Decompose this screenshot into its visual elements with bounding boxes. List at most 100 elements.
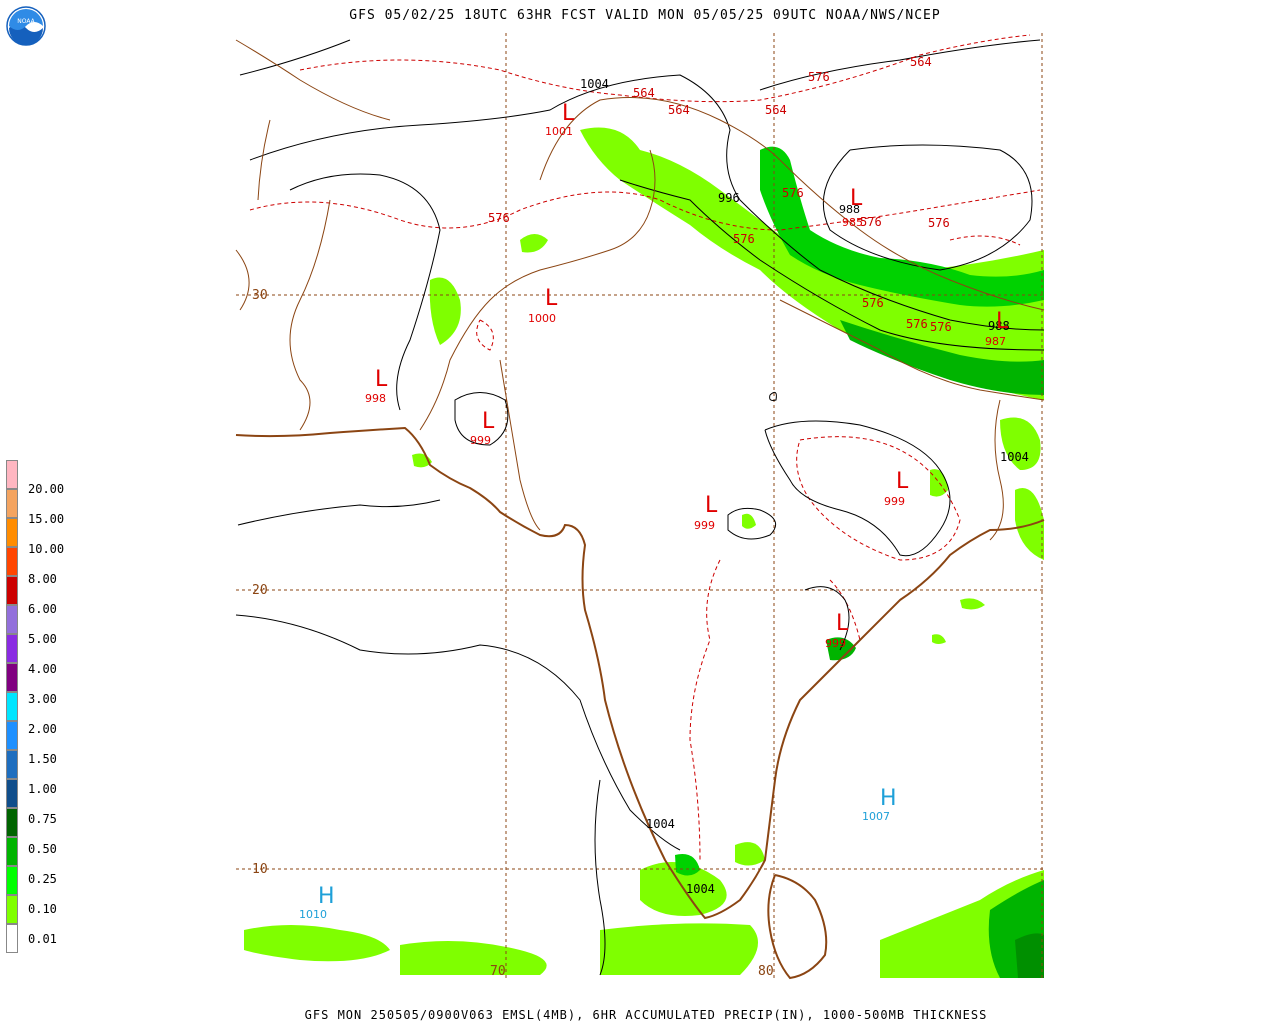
legend-label: 4.00 [28, 662, 57, 676]
svg-text:L: L [705, 493, 718, 518]
isobar-label: 1004 [1000, 450, 1029, 464]
isobar-label: 1004 [580, 77, 609, 91]
legend-swatch [6, 779, 18, 808]
svg-text:L: L [836, 611, 849, 636]
lat-label-10: 10 [252, 862, 268, 877]
legend-swatch [6, 605, 18, 634]
svg-text:999: 999 [884, 495, 905, 508]
legend-swatch [6, 663, 18, 692]
noaa-logo-icon: NOAA [6, 6, 46, 46]
low-center: L 999 [884, 469, 909, 508]
svg-text:L: L [850, 186, 863, 211]
svg-text:L: L [896, 469, 909, 494]
thickness-label: 576 [488, 211, 510, 225]
low-center: L 988 985 [839, 186, 863, 229]
legend-label: 1.50 [28, 752, 57, 766]
thickness-label: 564 [765, 103, 787, 117]
legend-label: 8.00 [28, 572, 57, 586]
legend-swatch [6, 866, 18, 895]
legend-label: 6.00 [28, 602, 57, 616]
legend-swatch [6, 460, 18, 489]
thickness-label: 576 [906, 317, 928, 331]
legend-label: 20.00 [28, 482, 65, 496]
svg-text:985: 985 [842, 216, 863, 229]
noaa-logo-text: NOAA [17, 18, 35, 25]
thickness-label: 576 [733, 232, 755, 246]
precip-legend: 20.00 15.00 10.00 8.00 6.00 5.00 4.00 3.00 2.00 1… [6, 460, 64, 953]
legend-swatch [6, 634, 18, 663]
legend-label: 15.00 [28, 512, 65, 526]
lat-lon-grid [236, 33, 1044, 978]
lat-label-30: 30 [252, 288, 268, 303]
map-footer: GFS MON 250505/0900V063 EMSL(4MB), 6HR A… [304, 1008, 988, 1022]
low-center: L 1000 [528, 286, 558, 325]
low-center: L 999 [825, 611, 849, 650]
low-center: L 998 [365, 367, 388, 405]
low-center: L 1001 [545, 101, 575, 138]
legend-swatch [6, 924, 18, 953]
lon-label-70: 70 [490, 964, 506, 979]
legend-label: 10.00 [28, 542, 65, 556]
svg-text:L: L [375, 367, 388, 392]
low-center: L 987 [985, 309, 1009, 348]
legend-swatch [6, 808, 18, 837]
svg-text:988: 988 [839, 203, 860, 216]
thickness-label: 576 [782, 186, 804, 200]
map-title: GFS 05/02/25 18UTC 63HR FCST VALID MON 0… [349, 8, 941, 23]
high-center: H 1007 [862, 786, 897, 823]
svg-text:H: H [880, 786, 897, 811]
legend-swatch [6, 692, 18, 721]
thickness-label: 576 [862, 296, 884, 310]
svg-text:L: L [545, 286, 558, 311]
thickness-label: 564 [633, 86, 655, 100]
svg-text:1007: 1007 [862, 810, 890, 823]
svg-text:1000: 1000 [528, 312, 556, 325]
thickness-label: 564 [668, 103, 690, 117]
svg-text:998: 998 [365, 392, 386, 405]
thickness-label: 576 [860, 215, 882, 229]
svg-text:999: 999 [825, 637, 846, 650]
thickness-label: 564 [910, 55, 932, 69]
svg-text:1001: 1001 [545, 125, 573, 138]
legend-swatch [6, 489, 18, 518]
coastline [235, 426, 1045, 980]
legend-label: 1.00 [28, 782, 57, 796]
legend-label: 2.00 [28, 722, 57, 736]
isobar-label: 988 [988, 319, 1010, 333]
thickness-label: 576 [808, 70, 830, 84]
legend-label: 0.01 [28, 932, 57, 946]
legend-label: 5.00 [28, 632, 57, 646]
legend-swatch [6, 895, 18, 924]
legend-swatch [6, 576, 18, 605]
legend-label: 3.00 [28, 692, 57, 706]
thickness-label: 576 [928, 216, 950, 230]
legend-swatch [6, 721, 18, 750]
lat-label-20: 20 [252, 583, 268, 598]
legend-label: 0.50 [28, 842, 57, 856]
isobar-label: 996 [718, 191, 740, 205]
isobar-label: 1004 [686, 882, 715, 896]
svg-text:L: L [996, 309, 1009, 334]
svg-text:987: 987 [985, 335, 1006, 348]
svg-text:1010: 1010 [299, 908, 327, 921]
legend-swatch [6, 547, 18, 576]
low-center: L 999 [470, 409, 495, 447]
low-center: L 999 [694, 493, 718, 532]
svg-text:L: L [482, 409, 495, 434]
lon-label-80: 80 [758, 964, 774, 979]
svg-text:999: 999 [694, 519, 715, 532]
legend-swatch [6, 750, 18, 779]
thickness-label: 576 [930, 320, 952, 334]
legend-label: 0.25 [28, 872, 57, 886]
isobar-label: 1004 [646, 817, 675, 831]
legend-swatch [6, 837, 18, 866]
high-center: H 1010 [299, 884, 335, 921]
isobars [235, 39, 1045, 976]
legend-label: 0.10 [28, 902, 57, 916]
svg-text:H: H [318, 884, 335, 909]
legend-label: 0.75 [28, 812, 57, 826]
svg-text:999: 999 [470, 434, 491, 447]
legend-swatch [6, 518, 18, 547]
political-borders [235, 39, 1045, 541]
